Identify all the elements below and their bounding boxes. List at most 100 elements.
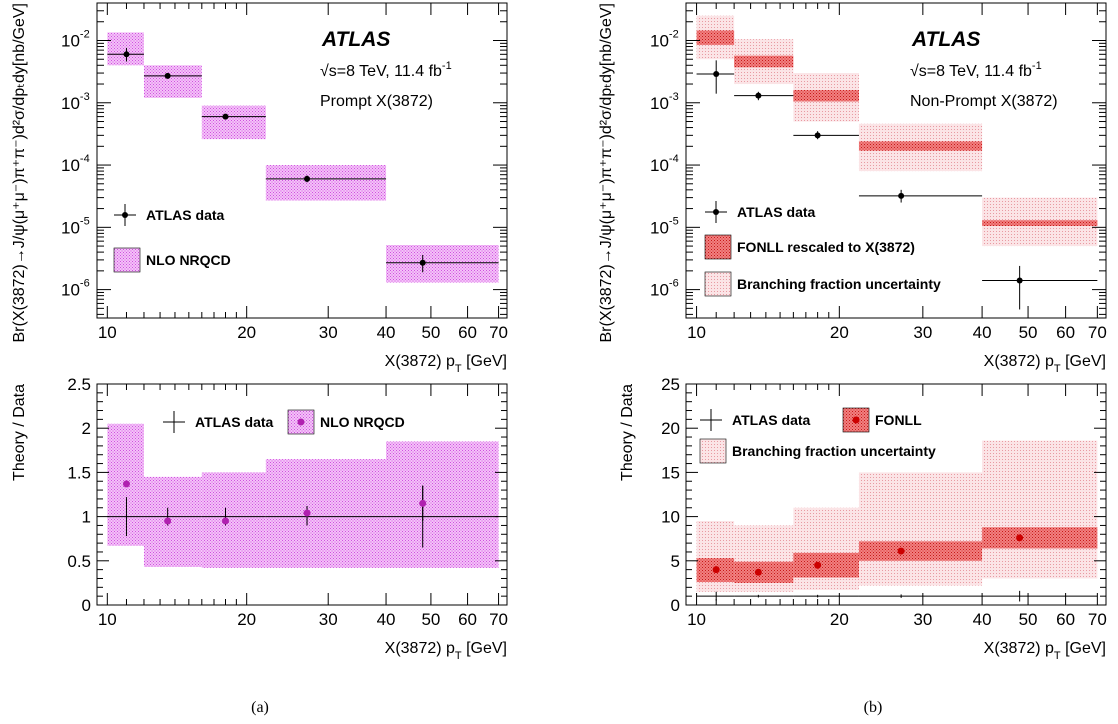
y-tick-label: 0 xyxy=(82,596,91,615)
band-1-bin-1 xyxy=(734,55,794,68)
y-tick-label: 10-6 xyxy=(650,278,679,300)
atlas-label: ATLAS xyxy=(321,28,390,51)
legend-entry: Branching fraction uncertainty xyxy=(699,438,936,464)
band-0-bin-4 xyxy=(982,440,1098,579)
y-tick-label: 0 xyxy=(671,596,680,615)
y-axis-title: Br(X(3872)→J/ψ(μ⁺μ⁻)π⁺π⁻)d²σ/dpₜdy[nb/Ge… xyxy=(11,3,28,343)
legend-entry: ATLAS data xyxy=(163,411,274,433)
x-tick-label: 50 xyxy=(421,323,440,342)
legend-entry: FONLL xyxy=(842,407,922,433)
theory-point xyxy=(122,480,130,488)
x-tick-label: 40 xyxy=(973,610,992,629)
band-0-bin-2 xyxy=(201,105,266,140)
legend-label: NLO NRQCD xyxy=(320,414,405,430)
theory-point xyxy=(419,499,427,507)
y-tick-label: 10-5 xyxy=(61,215,90,237)
theory-point xyxy=(1016,534,1024,542)
legend-label: ATLAS data xyxy=(146,207,225,223)
y-tick-label: 10-4 xyxy=(650,153,679,175)
y-tick-exp: -6 xyxy=(80,278,90,290)
legend-swatch xyxy=(704,234,732,260)
legend-swatch xyxy=(704,271,732,297)
panel-b_ratio: 10 20 30 40 50 60 70 0 5 10 15 20 25 X(3872) pT [GeV]… xyxy=(619,375,1107,662)
x-tick-label: 60 xyxy=(458,610,477,629)
x-axis-title-unit: [GeV] xyxy=(1061,640,1106,657)
x-tick-label: 50 xyxy=(421,610,440,629)
band-0-bin-2 xyxy=(201,472,266,568)
legend-label: Branching fraction uncertainty xyxy=(737,276,941,292)
data-point xyxy=(1016,277,1023,284)
band-1-bin-0 xyxy=(696,30,735,45)
y-tick-label: 10-6 xyxy=(61,278,90,300)
legend-entry: NLO NRQCD xyxy=(287,409,405,435)
x-tick-label: 10 xyxy=(98,610,117,629)
panel-a_ratio: 10 20 30 40 50 60 70 0 0.5 1 1.5 2 2.5 X(3872) pT [Ge… xyxy=(11,375,508,662)
y-tick-label: 5 xyxy=(671,552,680,571)
data-point xyxy=(164,72,171,79)
y-axis-title: Theory / Data xyxy=(619,384,636,481)
band-0-bin-3 xyxy=(265,459,387,568)
y-tick-label: 10-2 xyxy=(650,28,679,50)
legend-marker-dot xyxy=(122,212,128,218)
x-tick-label: 20 xyxy=(237,610,256,629)
x-tick-label: 20 xyxy=(237,323,256,342)
energy-label: √s=8 TeV, 11.4 fb-1 xyxy=(320,60,452,80)
data-point xyxy=(419,259,426,266)
x-tick-label: 70 xyxy=(1088,610,1107,629)
plot-frame xyxy=(685,2,1107,319)
atlas-label: ATLAS xyxy=(911,28,980,51)
theory-point xyxy=(814,561,822,569)
theory-point xyxy=(897,547,905,555)
data-point xyxy=(222,113,229,120)
caption-b: (b) xyxy=(864,699,883,716)
y-tick-exp: -5 xyxy=(669,215,679,227)
y-tick-label: 15 xyxy=(661,463,680,482)
x-tick-label: 30 xyxy=(319,323,338,342)
x-axis-title-sub: T xyxy=(455,650,462,662)
x-axis-title: X(3872) pT [GeV] xyxy=(984,640,1106,662)
plot-frame xyxy=(96,383,508,606)
band-1-bin-3 xyxy=(858,141,983,151)
sample-label: Prompt X(3872) xyxy=(320,93,433,110)
y-tick-exp: -5 xyxy=(80,215,90,227)
x-axis-title-sub: T xyxy=(1054,650,1061,662)
x-tick-label: 70 xyxy=(1088,323,1107,342)
legend-label: ATLAS data xyxy=(732,412,811,428)
y-tick-label: 10-4 xyxy=(61,153,90,175)
x-axis-title: X(3872) pT [GeV] xyxy=(984,353,1106,375)
x-tick-label: 70 xyxy=(489,610,508,629)
x-axis-title: X(3872) pT [GeV] xyxy=(385,640,507,662)
y-tick-exp: -2 xyxy=(669,28,679,40)
x-tick-label: 50 xyxy=(1019,610,1038,629)
x-tick-label: 50 xyxy=(1019,323,1038,342)
band-1-bin-3 xyxy=(858,541,983,561)
energy-label: √s=8 TeV, 11.4 fb-1 xyxy=(910,60,1042,80)
y-tick-label: 10-2 xyxy=(61,28,90,50)
y-tick-exp: -2 xyxy=(80,28,90,40)
data-point xyxy=(814,132,821,139)
legend-entry: NLO NRQCD xyxy=(113,247,231,273)
x-tick-label: 10 xyxy=(98,323,117,342)
band-1-bin-1 xyxy=(734,561,794,583)
band-1-bin-4 xyxy=(982,527,1098,549)
legend-marker-dot xyxy=(852,416,860,424)
energy-sup: -1 xyxy=(442,60,452,72)
x-tick-label: 20 xyxy=(830,610,849,629)
x-tick-label: 60 xyxy=(1056,610,1075,629)
legend-marker-dot xyxy=(297,418,305,426)
y-tick-label: 10 xyxy=(661,508,680,527)
legend-swatch xyxy=(113,247,141,273)
x-tick-label: 60 xyxy=(1056,323,1075,342)
energy-sup: -1 xyxy=(1032,60,1042,72)
x-axis-title-unit: [GeV] xyxy=(1061,353,1106,370)
x-tick-label: 30 xyxy=(319,610,338,629)
panel-a_main: 10 20 30 40 50 60 70 10-6 10-5 10-4 10-3 10-2 X(3872… xyxy=(11,2,508,375)
sample-label: Non-Prompt X(3872) xyxy=(910,93,1058,110)
legend-label: Branching fraction uncertainty xyxy=(732,443,936,459)
band-0-bin-3 xyxy=(858,472,983,586)
y-tick-label: 2.5 xyxy=(67,375,91,394)
y-tick-label: 10-5 xyxy=(650,215,679,237)
y-tick-label: 1 xyxy=(82,508,91,527)
x-tick-label: 70 xyxy=(489,323,508,342)
data-point xyxy=(123,51,130,58)
